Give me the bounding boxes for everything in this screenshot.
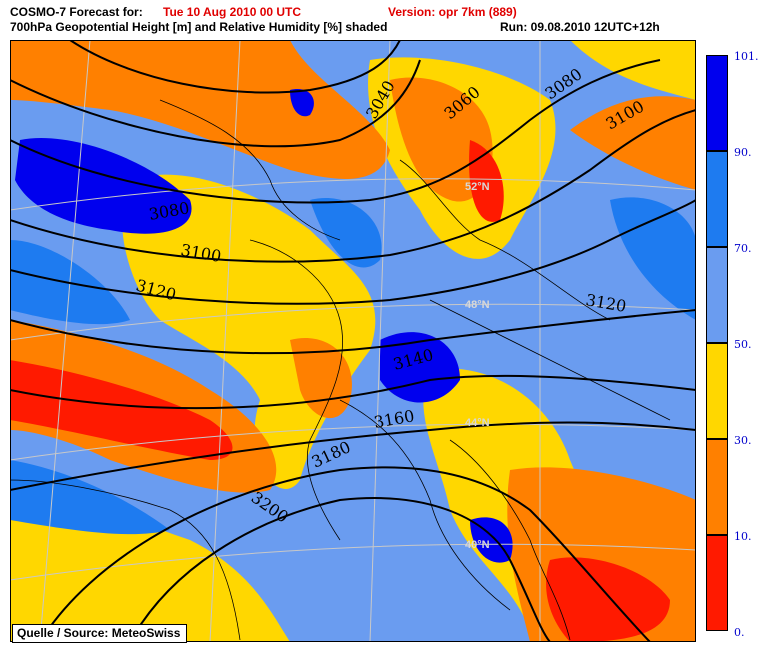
colorbar-tick: 101. [734,50,759,63]
latitude-label: 44°N [465,417,490,429]
model-version: Version: opr 7km (889) [388,5,517,19]
colorbar-tick: 70. [734,242,752,255]
colorbar-swatch [706,151,728,247]
colorbar-tick: 50. [734,338,752,351]
latitude-label: 52°N [465,181,490,193]
humidity-zone-darkblue [290,89,314,117]
humidity-zone-orange [10,40,390,179]
humidity-zone-yellow [10,498,290,642]
map-subtitle: 700hPa Geopotential Height [m] and Relat… [10,20,388,34]
latitude-label: 48°N [465,299,490,311]
colorbar-swatch [706,535,728,631]
humidity-zone-yellow [121,174,376,489]
humidity-zone-red [546,557,670,642]
humidity-zone-darkblue [470,517,513,563]
colorbar-tick: 0. [734,626,745,639]
humidity-zone-blue [310,198,382,268]
colorbar-tick: 90. [734,146,752,159]
forecast-map: 3040 3060 3080 3100 3080 3100 3120 3120 … [10,40,696,642]
humidity-zone-yellow [570,40,696,100]
colorbar-tick: 10. [734,530,752,543]
source-credit: Quelle / Source: MeteoSwiss [12,624,188,643]
humidity-colorbar [706,55,728,631]
colorbar-swatch [706,343,728,439]
colorbar-swatch [706,247,728,343]
run-time: Run: 09.08.2010 12UTC+12h [500,20,660,34]
latitude-label: 40°N [465,539,490,551]
humidity-zone-orange [570,96,696,190]
colorbar-swatch [706,439,728,535]
colorbar-tick: 30. [734,434,752,447]
colorbar-swatch [706,55,728,151]
forecast-label: COSMO-7 Forecast for: [10,5,143,19]
forecast-date: Tue 10 Aug 2010 00 UTC [163,5,302,19]
height-contours [10,40,696,642]
map-frame [10,40,696,642]
humidity-zone-red [10,360,233,460]
humidity-zone-blue [610,197,696,320]
humidity-zone-darkblue [380,332,460,403]
humidity-zone-red [469,140,504,222]
humidity-zone-orange [390,77,493,202]
